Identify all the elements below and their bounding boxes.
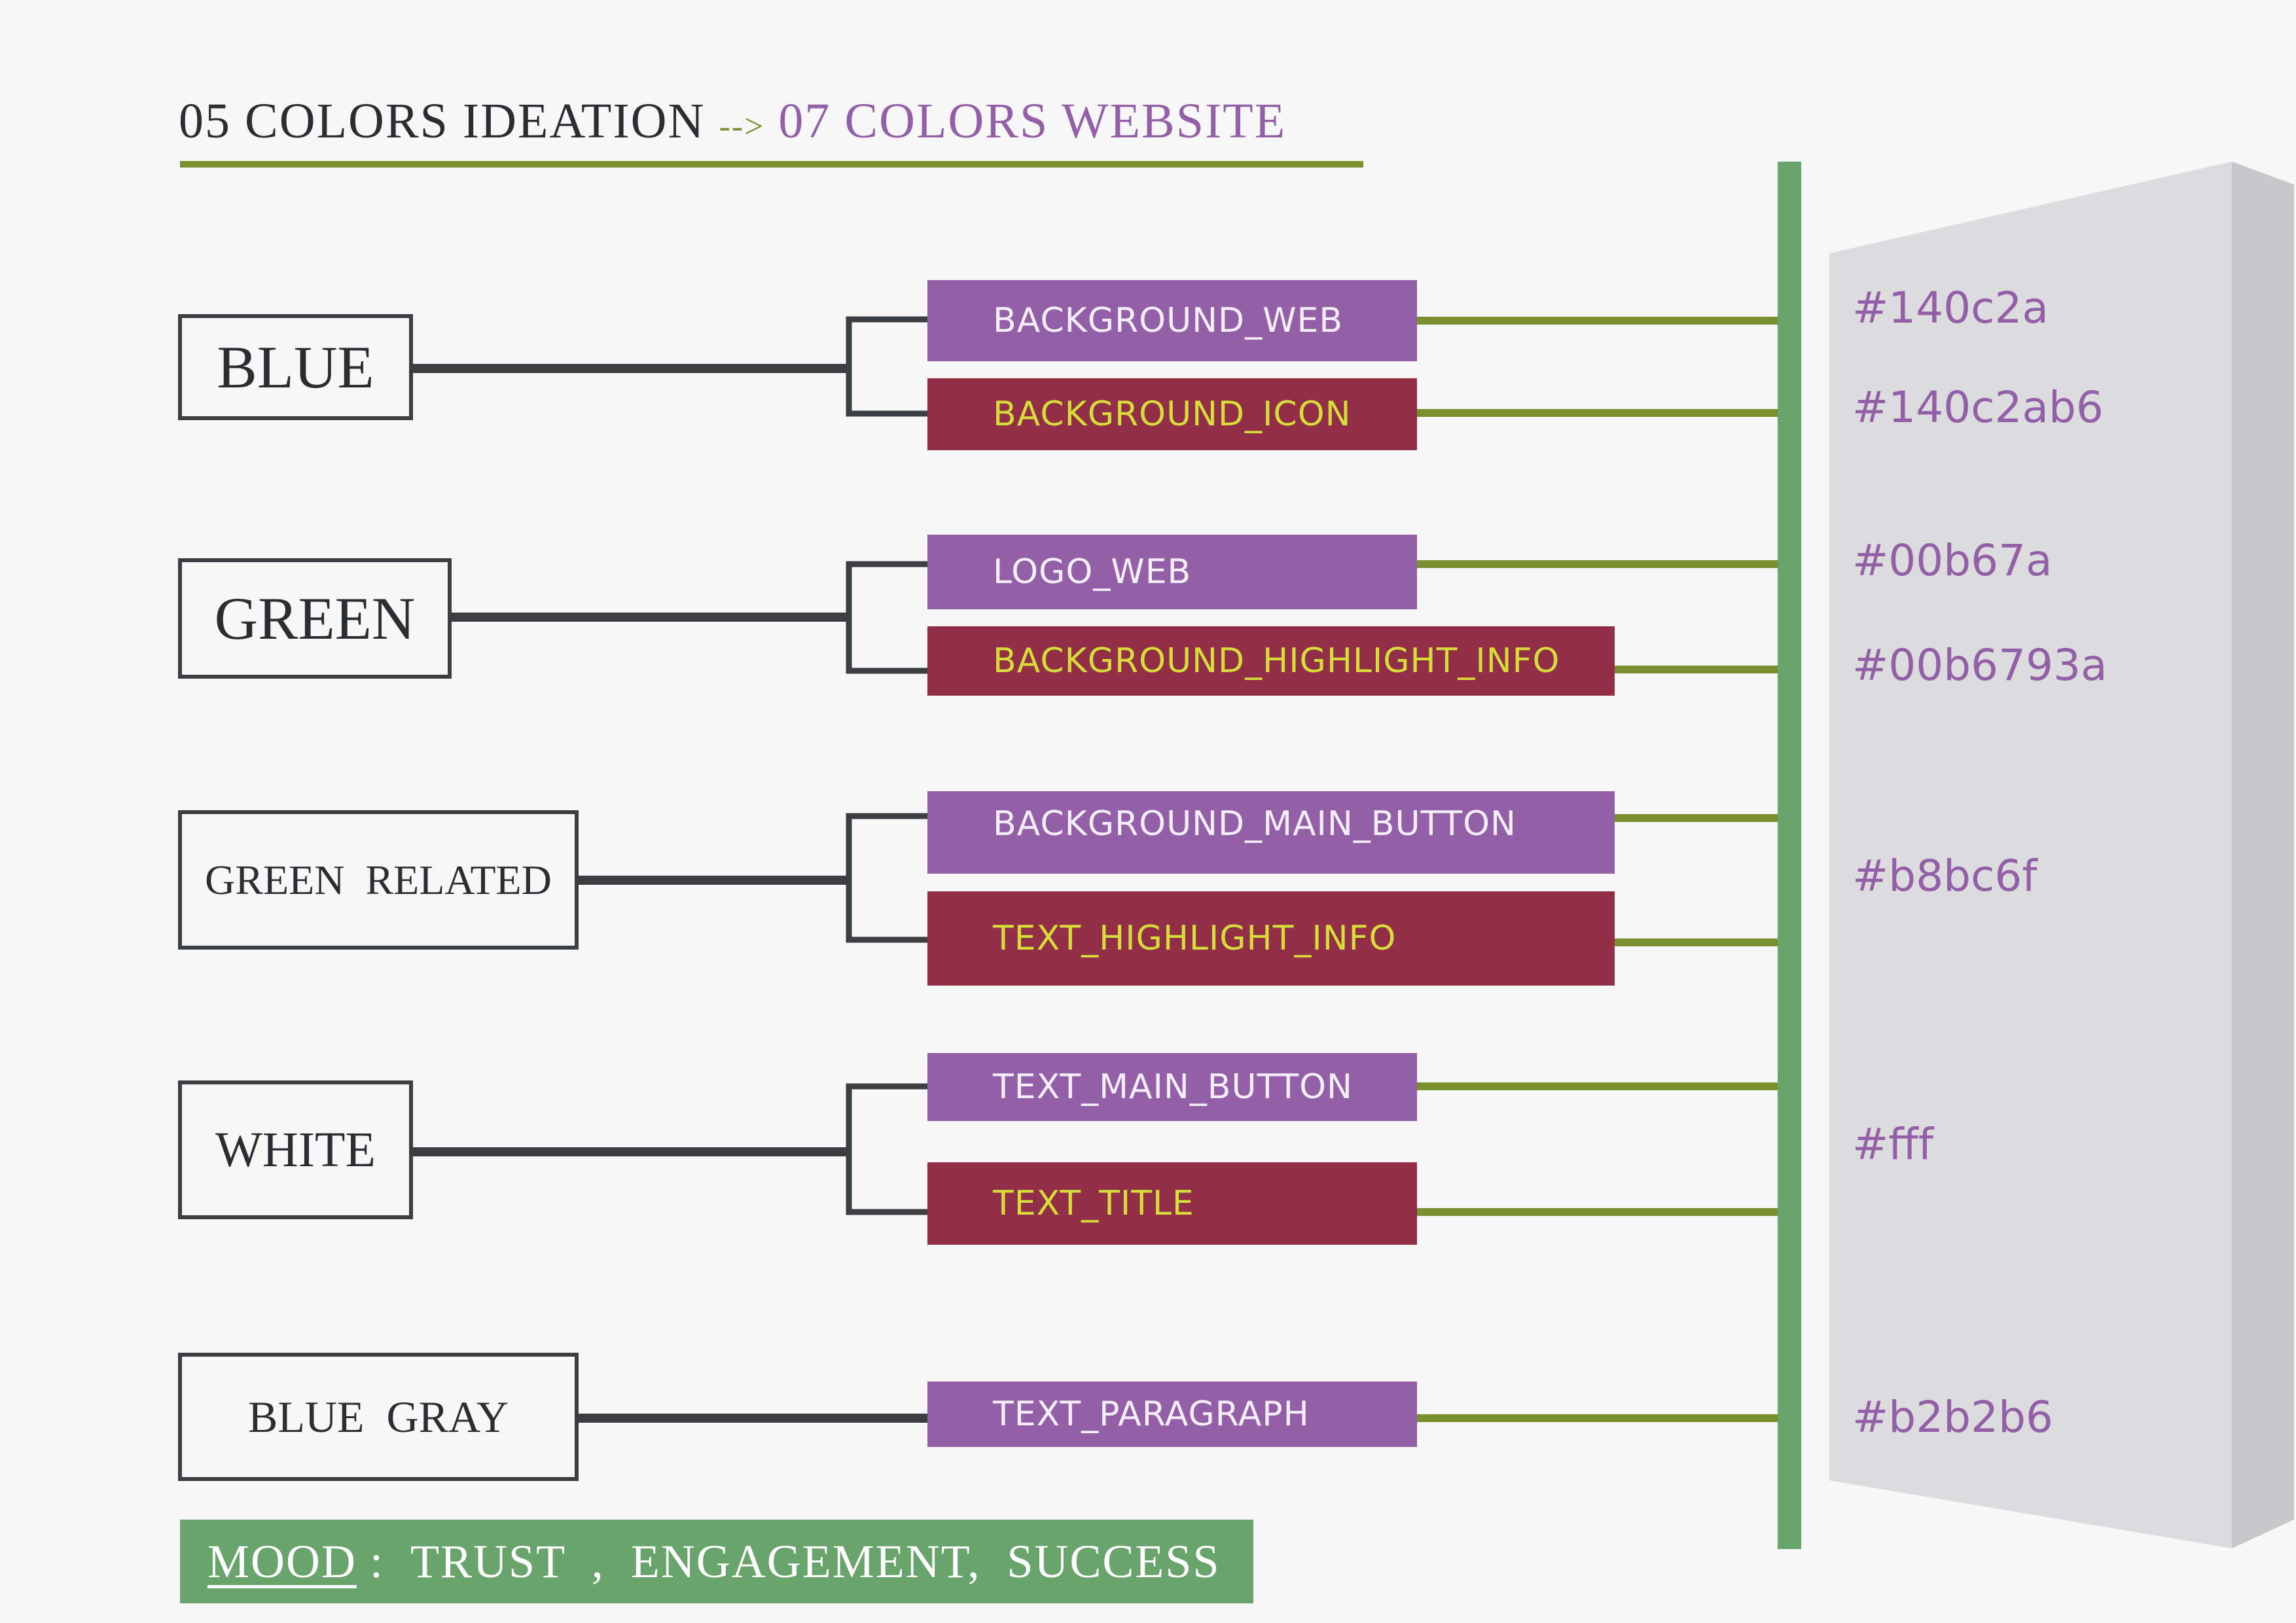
bracket-connectors bbox=[846, 316, 928, 1215]
mood-label: MOOD bbox=[207, 1535, 357, 1588]
mood-separator: : bbox=[357, 1535, 411, 1588]
role-label: BACKGROUND_HIGHLIGHT_INFO bbox=[993, 641, 1560, 681]
title-underline bbox=[180, 161, 1363, 168]
hex-value: #00b6793a bbox=[1852, 640, 2108, 690]
hex-value: #b8bc6f bbox=[1852, 851, 2037, 901]
role-label: TEXT_MAIN_BUTTON bbox=[993, 1067, 1353, 1107]
role-label: TEXT_TITLE bbox=[993, 1184, 1194, 1223]
panel-side bbox=[2232, 162, 2294, 1548]
role-text-title: TEXT_TITLE bbox=[927, 1162, 1417, 1245]
group-label: GREEN RELATED bbox=[205, 856, 552, 903]
group-box-blue-gray: BLUE GRAY bbox=[178, 1353, 579, 1481]
role-background-main-button: BACKGROUND_MAIN_BUTTON bbox=[927, 791, 1615, 874]
bracket-green-related bbox=[846, 813, 928, 943]
group-label: BLUE GRAY bbox=[248, 1391, 509, 1442]
page-title: 05 COLORS IDEATION --> 07 COLORS WEBSITE bbox=[179, 93, 1286, 150]
group-connectors bbox=[411, 364, 928, 1423]
mood-banner: MOOD : TRUST , ENGAGEMENT, SUCCESS bbox=[180, 1520, 1253, 1603]
role-text-paragraph: TEXT_PARAGRAPH bbox=[927, 1382, 1417, 1447]
role-connectors bbox=[1415, 317, 1780, 1422]
bracket-blue bbox=[846, 316, 928, 417]
bracket-white bbox=[846, 1083, 928, 1215]
role-label: TEXT_HIGHLIGHT_INFO bbox=[993, 919, 1397, 958]
panel-face bbox=[1829, 162, 2232, 1548]
role-label: BACKGROUND_ICON bbox=[993, 395, 1352, 434]
group-box-blue: BLUE bbox=[178, 314, 413, 420]
role-text-highlight-info: TEXT_HIGHLIGHT_INFO bbox=[927, 891, 1615, 986]
hex-value: #00b67a bbox=[1852, 535, 2053, 586]
role-logo-web: LOGO_WEB bbox=[927, 535, 1417, 609]
hex-value: #140c2ab6 bbox=[1852, 382, 2104, 433]
role-label: LOGO_WEB bbox=[993, 552, 1192, 592]
role-background-highlight-info: BACKGROUND_HIGHLIGHT_INFO bbox=[927, 626, 1615, 696]
hex-value: #fff bbox=[1852, 1119, 1934, 1169]
role-label: BACKGROUND_WEB bbox=[993, 301, 1344, 340]
title-arrow: --> bbox=[719, 108, 765, 145]
title-part-ideation: 05 COLORS IDEATION bbox=[179, 94, 706, 149]
role-text-main-button: TEXT_MAIN_BUTTON bbox=[927, 1053, 1417, 1121]
group-label: BLUE bbox=[217, 334, 374, 401]
role-label: TEXT_PARAGRAPH bbox=[993, 1395, 1310, 1434]
mood-text: TRUST , ENGAGEMENT, SUCCESS bbox=[410, 1535, 1221, 1588]
group-label: GREEN bbox=[214, 585, 416, 652]
title-part-website: 07 COLORS WEBSITE bbox=[778, 94, 1287, 149]
group-box-white: WHITE bbox=[178, 1080, 413, 1219]
vertical-bar bbox=[1778, 162, 1801, 1549]
group-box-green: GREEN bbox=[178, 558, 452, 679]
group-box-green-related: GREEN RELATED bbox=[178, 810, 579, 950]
role-label: BACKGROUND_MAIN_BUTTON bbox=[993, 804, 1516, 844]
group-label: WHITE bbox=[215, 1122, 376, 1177]
hex-value: #b2b2b6 bbox=[1852, 1392, 2053, 1442]
hex-value: #140c2a bbox=[1852, 283, 2049, 333]
role-background-web: BACKGROUND_WEB bbox=[927, 280, 1417, 361]
role-background-icon: BACKGROUND_ICON bbox=[927, 378, 1417, 450]
bracket-green bbox=[846, 561, 928, 674]
